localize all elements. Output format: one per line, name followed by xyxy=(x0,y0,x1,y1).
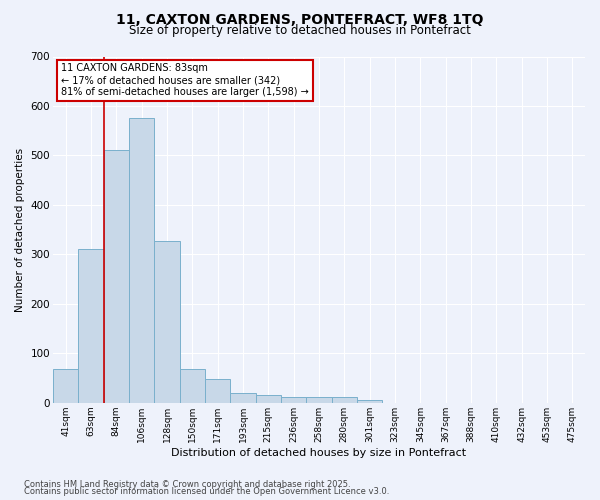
Bar xyxy=(281,397,307,403)
Bar xyxy=(357,400,382,403)
Bar xyxy=(53,369,78,403)
Bar xyxy=(104,150,129,403)
Text: Contains HM Land Registry data © Crown copyright and database right 2025.: Contains HM Land Registry data © Crown c… xyxy=(24,480,350,489)
Y-axis label: Number of detached properties: Number of detached properties xyxy=(15,148,25,312)
Bar xyxy=(205,379,230,403)
Bar xyxy=(154,240,179,403)
Text: Size of property relative to detached houses in Pontefract: Size of property relative to detached ho… xyxy=(129,24,471,37)
X-axis label: Distribution of detached houses by size in Pontefract: Distribution of detached houses by size … xyxy=(172,448,467,458)
Bar xyxy=(332,397,357,403)
Bar xyxy=(307,397,332,403)
Text: 11 CAXTON GARDENS: 83sqm
← 17% of detached houses are smaller (342)
81% of semi-: 11 CAXTON GARDENS: 83sqm ← 17% of detach… xyxy=(61,64,308,96)
Bar xyxy=(78,250,104,403)
Bar xyxy=(179,369,205,403)
Text: Contains public sector information licensed under the Open Government Licence v3: Contains public sector information licen… xyxy=(24,487,389,496)
Bar xyxy=(129,118,154,403)
Text: 11, CAXTON GARDENS, PONTEFRACT, WF8 1TQ: 11, CAXTON GARDENS, PONTEFRACT, WF8 1TQ xyxy=(116,12,484,26)
Bar xyxy=(230,393,256,403)
Bar xyxy=(256,396,281,403)
